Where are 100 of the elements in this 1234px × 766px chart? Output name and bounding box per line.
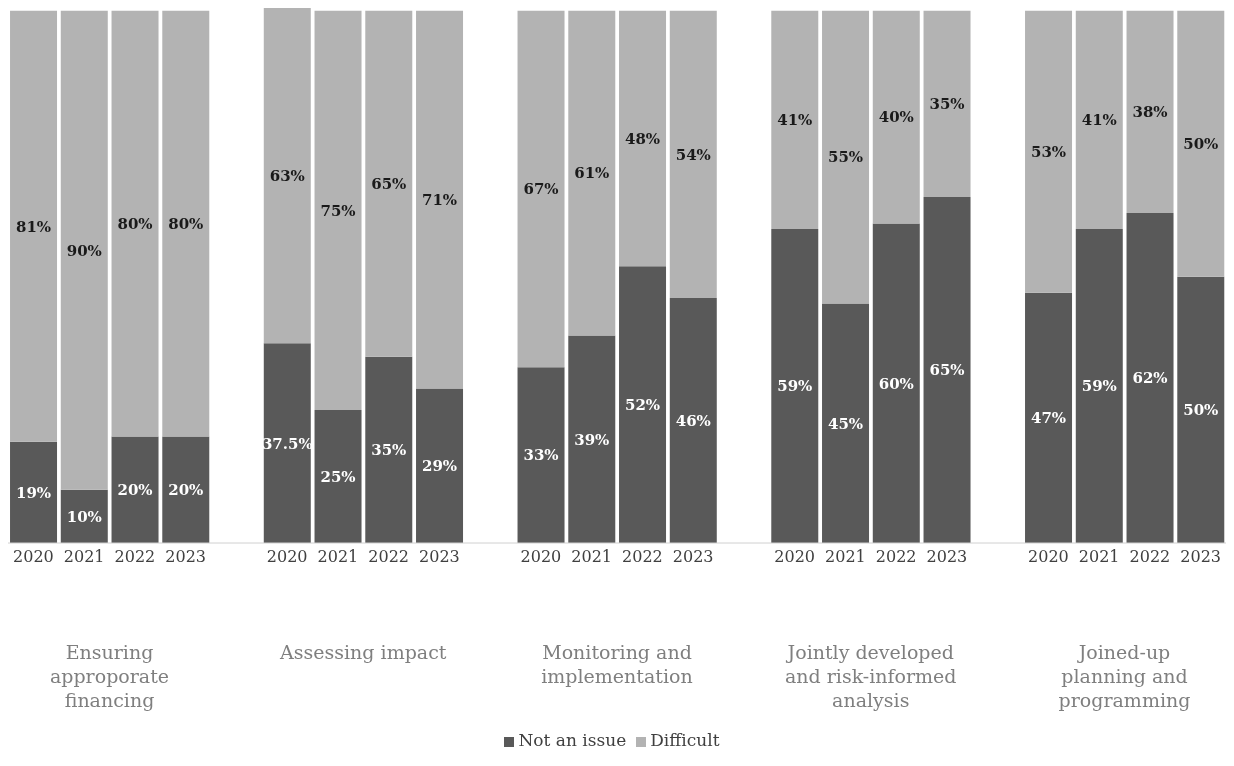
- text: Assessing impact: [279, 640, 448, 664]
- text: Monitoring and implementation: [540, 640, 694, 688]
- x-tick-label: 2021: [317, 547, 359, 567]
- text: Ensuring approporate financing: [48, 640, 171, 712]
- bar: [1177, 276, 1225, 543]
- data-label: 59%: [777, 377, 813, 396]
- bar: [872, 223, 920, 543]
- data-label: 50%: [1183, 135, 1219, 154]
- bar: [669, 10, 717, 299]
- x-tick-label: 2022: [875, 547, 917, 567]
- data-label: 67%: [523, 180, 559, 199]
- bar: [1126, 10, 1174, 213]
- data-label: 81%: [15, 217, 52, 236]
- x-tick-label: 2021: [1078, 547, 1120, 567]
- data-label: 38%: [1132, 103, 1168, 122]
- bar: [619, 10, 667, 267]
- x-tick-label: 2023: [672, 547, 714, 567]
- data-label: 41%: [1081, 111, 1117, 130]
- text: Jointly developed and risk-informed analysis: [783, 640, 958, 712]
- bar: [162, 436, 210, 543]
- text: Joined-up planning and programming: [1057, 640, 1192, 712]
- x-tick-label: 2023: [419, 547, 460, 567]
- x-tick-label: 2023: [165, 547, 206, 567]
- data-label: 52%: [624, 395, 661, 414]
- data-label: 54%: [675, 145, 711, 164]
- x-tick-label: 2020: [266, 547, 308, 567]
- bar: [1126, 212, 1174, 543]
- data-label: 59%: [1081, 377, 1117, 396]
- bar: [1075, 10, 1123, 229]
- data-label: 53%: [1030, 143, 1067, 162]
- data-label: 20%: [168, 481, 204, 500]
- data-label: 48%: [624, 129, 661, 148]
- bar: [263, 343, 311, 543]
- legend-label: Difficult: [650, 730, 720, 750]
- x-tick-label: 2020: [13, 547, 54, 567]
- bar: [1025, 10, 1073, 293]
- data-label: 61%: [574, 164, 610, 183]
- x-tick-label: 2021: [571, 547, 612, 567]
- bar: [517, 367, 565, 543]
- data-label: 35%: [929, 95, 965, 114]
- data-label: 46%: [675, 411, 711, 430]
- data-label: 80%: [168, 214, 204, 233]
- bar: [669, 298, 717, 543]
- bar: [568, 10, 616, 336]
- data-label: 33%: [523, 446, 559, 465]
- bar: [162, 10, 210, 437]
- bar: [111, 10, 159, 437]
- x-tick-label: 2022: [114, 547, 156, 567]
- data-label: 10%: [66, 507, 102, 526]
- x-tick-label: 2021: [63, 547, 105, 567]
- bar: [923, 196, 971, 543]
- data-label: 71%: [421, 190, 458, 209]
- bar: [1075, 228, 1123, 543]
- data-label: 39%: [574, 430, 610, 449]
- data-label: 19%: [15, 483, 52, 502]
- bar: [923, 10, 971, 197]
- data-label: 29%: [421, 457, 458, 476]
- x-tick-label: 2020: [520, 547, 562, 567]
- bar: [10, 10, 58, 442]
- bar: [416, 10, 464, 389]
- bar: [263, 8, 311, 344]
- bar: [1025, 292, 1073, 543]
- data-label: 65%: [929, 361, 965, 380]
- x-tick-label: 2021: [825, 547, 866, 567]
- bar: [517, 10, 565, 368]
- x-tick-label: 2023: [1180, 547, 1221, 567]
- bar: [1177, 10, 1225, 277]
- data-label: 47%: [1030, 409, 1067, 428]
- x-tick-label: 2022: [1129, 547, 1171, 567]
- bar: [10, 441, 58, 543]
- data-label: 35%: [371, 441, 407, 460]
- bar: [365, 10, 413, 357]
- legend-label: Not an issue: [518, 730, 627, 750]
- x-tick-label: 2022: [622, 547, 663, 567]
- data-label: 50%: [1183, 401, 1219, 420]
- bar: [771, 10, 819, 229]
- bar: [822, 10, 870, 304]
- x-tick-label: 2020: [1028, 547, 1069, 567]
- data-label: 62%: [1132, 369, 1168, 388]
- data-label: 60%: [878, 374, 914, 393]
- data-label: 45%: [827, 414, 864, 433]
- bar: [872, 10, 920, 224]
- data-label: 90%: [66, 241, 102, 260]
- bar: [314, 10, 362, 410]
- bar: [619, 266, 667, 543]
- data-label: 63%: [269, 167, 305, 186]
- x-tick-label: 2022: [368, 547, 409, 567]
- data-label: 25%: [320, 467, 356, 486]
- data-label: 75%: [320, 201, 356, 220]
- bar: [365, 356, 413, 543]
- bar: [416, 388, 464, 543]
- data-label: 20%: [117, 481, 153, 500]
- data-label: 65%: [371, 175, 407, 193]
- bar: [771, 228, 819, 543]
- bar: [314, 409, 362, 543]
- x-tick-label: 2023: [926, 547, 968, 567]
- data-label: 40%: [878, 108, 914, 127]
- x-tick-label: 2020: [774, 547, 815, 567]
- data-label: 80%: [117, 214, 153, 233]
- bar: [822, 303, 870, 543]
